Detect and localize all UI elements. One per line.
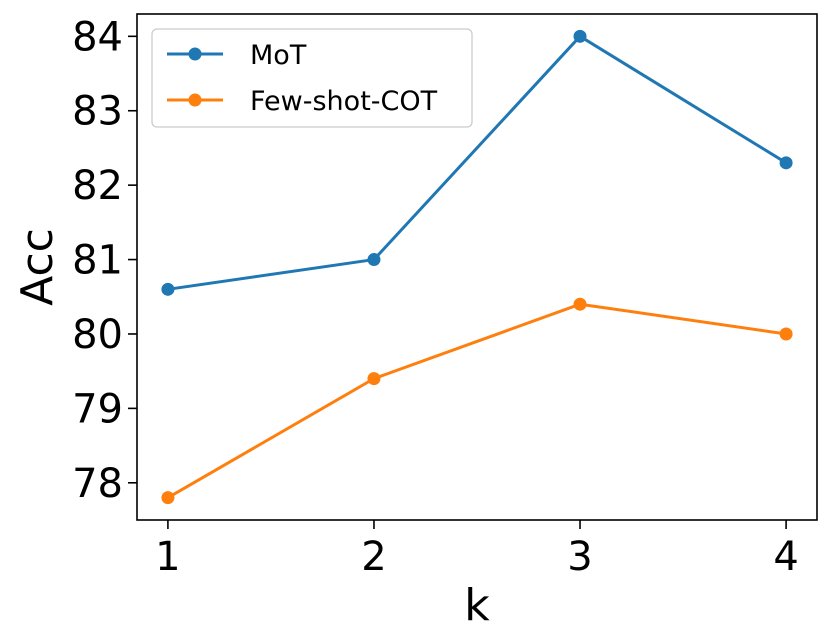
plot-frame (136, 13, 818, 521)
y-axis-label: Acc (12, 228, 63, 306)
y-tick-label: 84 (72, 14, 123, 60)
series-line-few-shot-cot (166, 302, 788, 500)
x-tick-label: 3 (567, 534, 592, 580)
legend-label-mot: MoT (250, 40, 307, 71)
y-tick-label: 78 (72, 461, 123, 507)
legend: MoT Few-shot-COT (151, 28, 473, 128)
y-axis-ticks: 78 79 80 81 82 83 84 (72, 14, 137, 507)
x-axis-label: k (464, 580, 490, 631)
y-tick-label: 83 (72, 89, 123, 135)
data-point-few-shot-cot (573, 297, 587, 311)
data-point-mot (161, 282, 175, 296)
series-layer (161, 29, 793, 505)
legend-label-few-shot-cot: Few-shot-COT (250, 86, 438, 117)
data-point-mot (367, 253, 381, 267)
legend-box (151, 28, 473, 128)
legend-marker-few-shot-cot (188, 93, 202, 107)
data-point-few-shot-cot (779, 327, 793, 341)
data-point-few-shot-cot (367, 372, 381, 386)
y-tick-label: 80 (72, 312, 123, 358)
x-tick-label: 1 (155, 534, 180, 580)
x-axis-ticks: 1 2 3 4 (155, 520, 799, 580)
y-tick-label: 79 (72, 386, 123, 432)
y-tick-label: 82 (72, 163, 123, 209)
legend-marker-mot (188, 47, 202, 61)
data-point-few-shot-cot (161, 491, 175, 505)
x-tick-label: 2 (361, 534, 386, 580)
series-line-mot (166, 34, 788, 291)
y-tick-label: 81 (72, 238, 123, 284)
data-point-mot (573, 29, 587, 43)
x-tick-label: 4 (773, 534, 798, 580)
data-point-mot (779, 156, 793, 170)
